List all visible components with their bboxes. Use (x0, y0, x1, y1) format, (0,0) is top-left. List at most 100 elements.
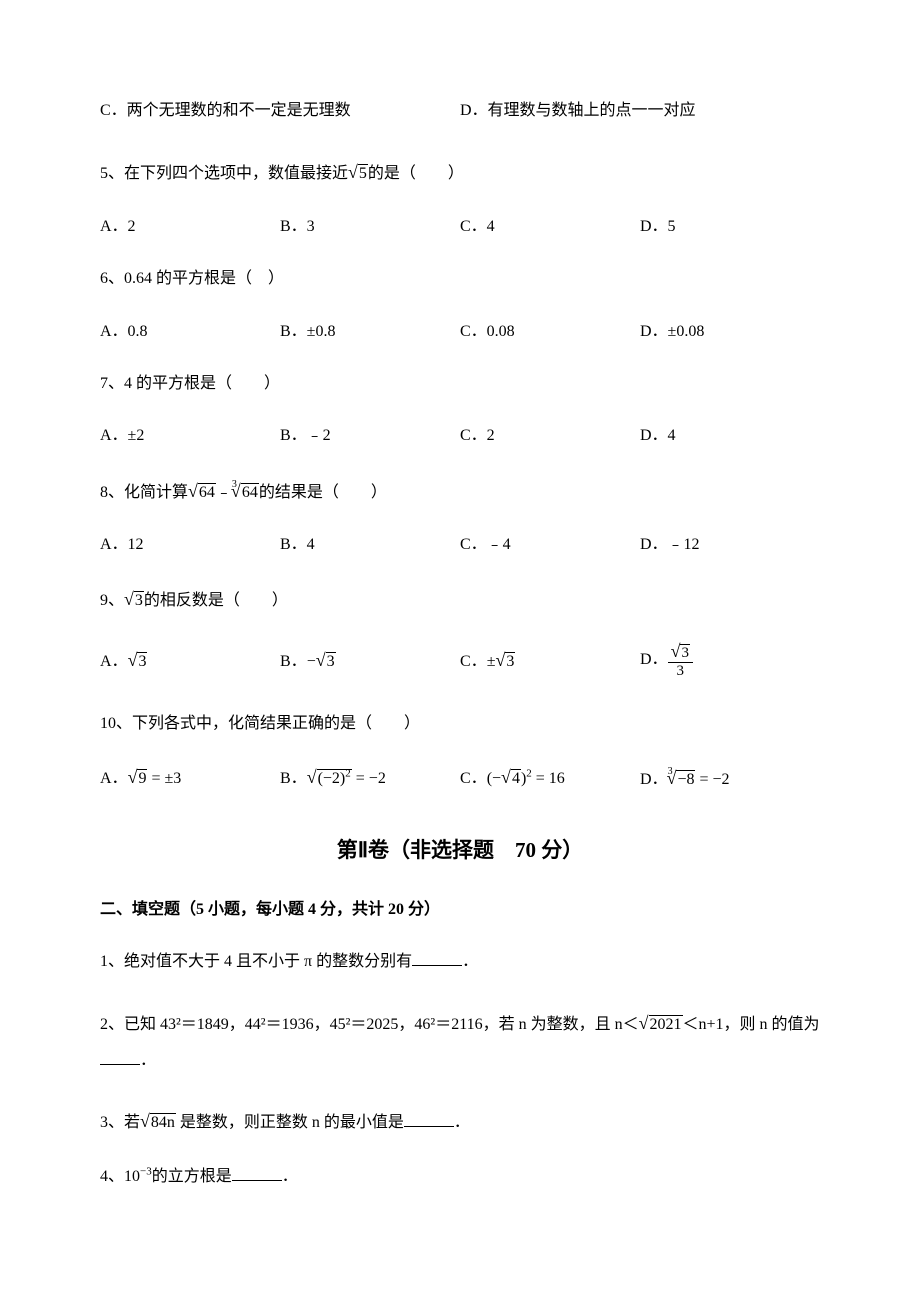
q5-stem-pre: 5、在下列四个选项中，数值最接近 (100, 165, 348, 182)
q4-option-c: C．两个无理数的和不一定是无理数 (100, 100, 460, 122)
q10-stem: 10、下列各式中，化简结果正确的是（ ） (100, 713, 820, 735)
q8-stem-pre: 8、化简计算 (100, 484, 188, 501)
q9-option-c: C．±√3 (460, 648, 640, 673)
q6-option-d: D．±0.08 (640, 321, 820, 343)
q5-options: A．2 B．3 C．4 D．5 (100, 216, 820, 238)
q7-option-a: A．±2 (100, 425, 280, 447)
fill-4: 4、10−3的立方根是 ． (100, 1164, 820, 1188)
q9-option-d: D．√33 (640, 642, 820, 679)
q9-b-sqrt: 3 (326, 652, 336, 670)
fill-1-post: ． (462, 953, 478, 970)
blank-input[interactable] (412, 949, 462, 966)
q8-sqrt-a: 64 (198, 483, 216, 501)
q9-sqrt-val: 3 (134, 591, 144, 609)
fill-3-post: ． (454, 1114, 470, 1131)
sqrt-icon: √(−2)2 (307, 770, 352, 787)
q9-c-sqrt: 3 (505, 652, 515, 670)
q10-a-pre: A． (100, 770, 128, 787)
fill-4-pre: 4、10 (100, 1168, 140, 1185)
q10-d-cbrt: −8 (676, 770, 695, 788)
fill-3: 3、若√84n 是整数，则正整数 n 的最小值是 ． (100, 1109, 820, 1134)
sqrt-icon: √3 (316, 653, 336, 670)
blank-input[interactable] (232, 1164, 282, 1181)
fill-2-mid: ＜n+1，则 n 的值为 (683, 1016, 820, 1033)
sqrt-icon: √2021 (639, 1016, 683, 1033)
q8-option-b: B．4 (280, 534, 460, 556)
fill-4-post: ． (282, 1168, 298, 1185)
fill-2-pre: 2、已知 43²＝1849，44²＝1936，45²＝2025，46²＝2116… (100, 1016, 639, 1033)
fraction-icon: √33 (668, 642, 693, 679)
q8-options: A．12 B．4 C．﹣4 D．﹣12 (100, 534, 820, 556)
q10-options: A．√9 = ±3 B．√(−2)2 = −2 C．(−√4)2 = 16 D．… (100, 765, 820, 791)
q4-option-d: D．有理数与数轴上的点一一对应 (460, 100, 820, 122)
q8-option-a: A．12 (100, 534, 280, 556)
q6-stem: 6、0.64 的平方根是（ ） (100, 268, 820, 290)
q7-option-d: D．4 (640, 425, 820, 447)
q10-c-eq: = 16 (532, 770, 565, 787)
blank-input[interactable] (100, 1048, 140, 1065)
q10-option-b: B．√(−2)2 = −2 (280, 765, 460, 791)
q10-a-eq: = ±3 (147, 770, 181, 787)
q9-d-den: 3 (668, 663, 693, 679)
q10-a-sqrt: 9 (137, 769, 147, 787)
q5-stem-post: 的是（ ） (368, 165, 464, 182)
sqrt-icon: √5 (348, 165, 368, 182)
q8-stem-mid: ﹣ (216, 484, 232, 501)
q7-option-c: C．2 (460, 425, 640, 447)
q7-stem: 7、4 的平方根是（ ） (100, 373, 820, 395)
q9-b-pre: B． (280, 653, 307, 670)
q10-c-sqrt: 4 (511, 769, 521, 787)
fill-1-pre: 1、绝对值不大于 4 且不小于 π 的整数分别有 (100, 953, 412, 970)
fill-2-post: ． (140, 1052, 156, 1069)
q10-b-pre: B． (280, 770, 307, 787)
blank-input[interactable] (404, 1110, 454, 1127)
q6-option-b: B．±0.8 (280, 321, 460, 343)
sqrt-icon: √3 (495, 653, 515, 670)
q10-b-eq: = −2 (352, 770, 386, 787)
q7-option-b: B．﹣2 (280, 425, 460, 447)
fill-2-sqrt: 2021 (649, 1015, 683, 1033)
q9-d-num: 3 (680, 644, 690, 661)
sqrt-icon: √84n (140, 1114, 176, 1131)
fill-4-mid: 的立方根是 (152, 1168, 232, 1185)
sqrt-icon: √9 (128, 770, 148, 787)
q6-options: A．0.8 B．±0.8 C．0.08 D．±0.08 (100, 321, 820, 343)
q9-c-pre: C． (460, 653, 487, 670)
q9-options: A．√3 B．−√3 C．±√3 D．√33 (100, 642, 820, 679)
sqrt-icon: √3 (124, 592, 144, 609)
q4-options-cd: C．两个无理数的和不一定是无理数 D．有理数与数轴上的点一一对应 (100, 100, 820, 122)
q8-stem-post: 的结果是（ ） (259, 484, 387, 501)
q8-option-c: C．﹣4 (460, 534, 640, 556)
q5-option-b: B．3 (280, 216, 460, 238)
fill-blank-heading: 二、填空题（5 小题，每小题 4 分，共计 20 分） (100, 899, 820, 921)
fill-1: 1、绝对值不大于 4 且不小于 π 的整数分别有 ． (100, 949, 820, 973)
q8-stem: 8、化简计算√64﹣3√64的结果是（ ） (100, 478, 820, 504)
q9-stem-pre: 9、 (100, 592, 124, 609)
fill-3-mid: 是整数，则正整数 n 的最小值是 (176, 1114, 404, 1131)
sqrt-icon: √64 (188, 484, 216, 501)
q10-option-d: D．3√−8 = −2 (640, 765, 820, 791)
q5-stem: 5、在下列四个选项中，数值最接近√5的是（ ） (100, 160, 820, 185)
fill-3-pre: 3、若 (100, 1114, 140, 1131)
q9-stem: 9、√3的相反数是（ ） (100, 587, 820, 612)
q6-option-a: A．0.8 (100, 321, 280, 343)
q7-options: A．±2 B．﹣2 C．2 D．4 (100, 425, 820, 447)
sqrt-icon: √3 (128, 653, 148, 670)
q10-option-a: A．√9 = ±3 (100, 765, 280, 791)
q6-option-c: C．0.08 (460, 321, 640, 343)
q9-stem-post: 的相反数是（ ） (144, 592, 288, 609)
q10-b-inner: (−2) (318, 770, 346, 787)
q8-option-d: D．﹣12 (640, 534, 820, 556)
q8-cbrt-b: 64 (241, 483, 259, 501)
q5-option-d: D．5 (640, 216, 820, 238)
fill-3-sqrt: 84n (150, 1113, 176, 1131)
q9-option-a: A．√3 (100, 648, 280, 673)
q9-a-pre: A． (100, 653, 128, 670)
q9-a-sqrt: 3 (137, 652, 147, 670)
cbrt-icon: 3√64 (232, 484, 259, 501)
q5-option-a: A．2 (100, 216, 280, 238)
q9-option-b: B．−√3 (280, 648, 460, 673)
fill-4-sup: −3 (140, 1166, 152, 1178)
sqrt-icon: √3 (671, 645, 690, 661)
q10-d-eq: = −2 (695, 771, 729, 788)
